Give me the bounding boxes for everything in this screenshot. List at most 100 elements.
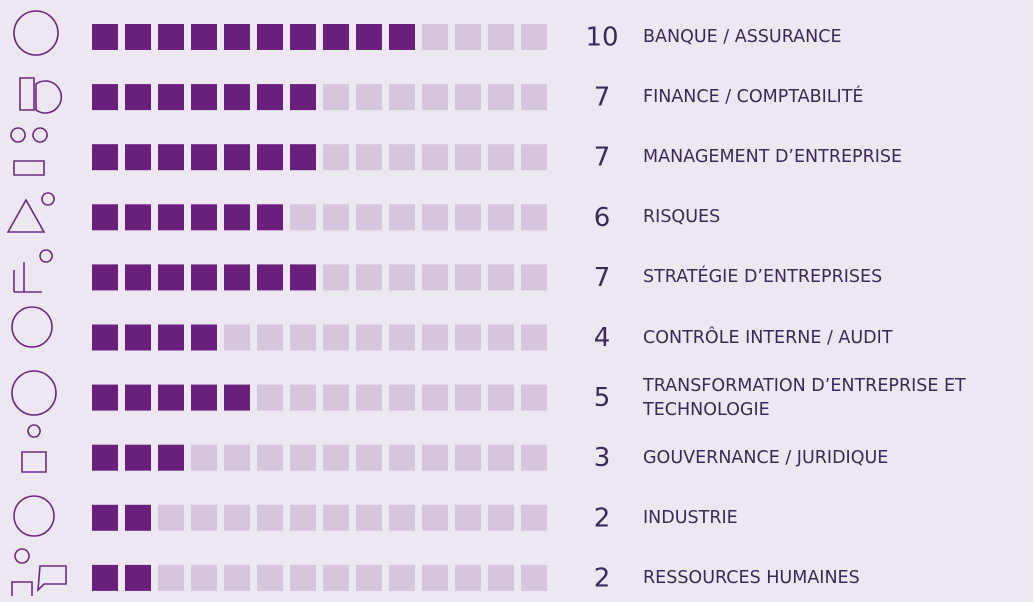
- empty-square: [290, 204, 316, 231]
- empty-square: [356, 144, 382, 171]
- filled-square: [92, 264, 118, 291]
- empty-square: [422, 324, 448, 351]
- empty-square: [422, 384, 448, 411]
- empty-square: [521, 384, 547, 411]
- empty-square: [356, 504, 382, 531]
- filled-square: [92, 144, 118, 171]
- empty-square: [422, 24, 448, 50]
- empty-square: [521, 504, 547, 531]
- empty-square: [224, 564, 250, 591]
- empty-square: [323, 444, 349, 471]
- category-label: TRANSFORMATION D’ENTREPRISE ET TECHNOLOG…: [643, 375, 966, 420]
- empty-square: [521, 564, 547, 591]
- category-label: RESSOURCES HUMAINES: [643, 567, 860, 588]
- empty-square: [356, 444, 382, 471]
- empty-square: [521, 264, 547, 291]
- filled-square: [191, 84, 217, 111]
- icon: [6, 192, 55, 233]
- icon: [13, 495, 55, 537]
- filled-square: [257, 24, 283, 50]
- filled-square: [92, 384, 118, 411]
- filled-square: [290, 84, 316, 111]
- empty-square: [455, 84, 481, 111]
- filled-square: [389, 24, 415, 50]
- filled-square: [92, 24, 118, 50]
- value-label: 10: [585, 23, 618, 53]
- filled-square: [257, 144, 283, 171]
- empty-square: [356, 324, 382, 351]
- empty-square: [488, 384, 514, 411]
- filled-square: [290, 24, 316, 50]
- icon: [13, 249, 53, 293]
- empty-square: [488, 264, 514, 291]
- filled-square: [92, 564, 118, 591]
- empty-square: [290, 324, 316, 351]
- empty-square: [455, 144, 481, 171]
- empty-square: [422, 84, 448, 111]
- empty-square: [488, 144, 514, 171]
- empty-square: [191, 444, 217, 471]
- empty-square: [191, 564, 217, 591]
- empty-square: [389, 444, 415, 471]
- filled-square: [158, 324, 184, 351]
- filled-square: [191, 264, 217, 291]
- filled-square: [290, 264, 316, 291]
- empty-square: [389, 144, 415, 171]
- empty-square: [257, 384, 283, 411]
- value-label: 7: [594, 83, 611, 113]
- empty-square: [290, 384, 316, 411]
- icon: [11, 370, 57, 416]
- filled-square: [323, 24, 349, 50]
- filled-square: [191, 384, 217, 411]
- empty-square: [257, 564, 283, 591]
- filled-square: [191, 24, 217, 50]
- empty-square: [356, 264, 382, 291]
- filled-square: [92, 84, 118, 111]
- category-label: RISQUES: [643, 207, 721, 228]
- filled-square: [158, 204, 184, 231]
- empty-square: [389, 504, 415, 531]
- empty-square: [356, 384, 382, 411]
- empty-square: [488, 84, 514, 111]
- empty-square: [356, 204, 382, 231]
- filled-square: [92, 504, 118, 531]
- empty-square: [290, 504, 316, 531]
- empty-square: [488, 24, 514, 50]
- value-label: 4: [594, 323, 611, 353]
- empty-square: [521, 84, 547, 111]
- category-label: STRATÉGIE D’ENTREPRISES: [643, 267, 883, 288]
- filled-square: [224, 24, 250, 50]
- empty-square: [356, 84, 382, 111]
- empty-square: [455, 444, 481, 471]
- filled-square: [92, 204, 118, 231]
- empty-square: [323, 144, 349, 171]
- filled-square: [125, 24, 151, 50]
- filled-square: [125, 564, 151, 591]
- empty-square: [191, 504, 217, 531]
- value-label: 2: [594, 503, 611, 533]
- empty-square: [257, 324, 283, 351]
- empty-square: [290, 444, 316, 471]
- filled-square: [158, 264, 184, 291]
- filled-square: [158, 84, 184, 111]
- filled-square: [125, 264, 151, 291]
- empty-square: [521, 444, 547, 471]
- empty-square: [158, 504, 184, 531]
- filled-square: [224, 84, 250, 111]
- filled-square: [290, 144, 316, 171]
- category-label: FINANCE / COMPTABILITÉ: [643, 87, 864, 108]
- filled-square: [224, 204, 250, 231]
- empty-square: [521, 324, 547, 351]
- filled-square: [191, 204, 217, 231]
- empty-square: [422, 204, 448, 231]
- empty-square: [323, 564, 349, 591]
- empty-square: [323, 504, 349, 531]
- filled-square: [224, 144, 250, 171]
- value-label: 6: [594, 203, 611, 233]
- value-label: 5: [594, 383, 611, 413]
- category-label: MANAGEMENT D’ENTREPRISE: [643, 147, 903, 168]
- filled-square: [125, 324, 151, 351]
- filled-square: [125, 444, 151, 471]
